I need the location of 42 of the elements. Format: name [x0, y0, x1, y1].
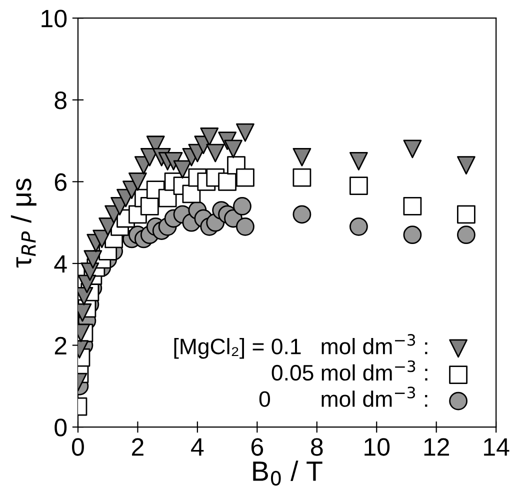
y-tick-label: 8 [54, 91, 66, 110]
y-tick-label: 4 [54, 255, 67, 273]
y-axis-title: τ$_{RP}$ / μs [10, 178, 36, 268]
legend-label: [MgCl₂] = 0.1 mol dm$^{−3}$ : [174, 334, 428, 359]
legend-label: 0 mol dm$^{−3}$ : [259, 386, 428, 407]
point [236, 168, 254, 187]
point [349, 217, 368, 236]
point [218, 172, 236, 191]
point [236, 123, 254, 142]
point [292, 148, 312, 166]
point [128, 172, 147, 191]
x-axis-title: B$_{0}$ / T [253, 460, 322, 486]
point [173, 160, 192, 179]
x-tick-label: 8 [311, 438, 323, 456]
x-tick-label: 10 [364, 438, 390, 456]
y-tick-label: 0 [54, 418, 67, 436]
x-tick-label: 14 [484, 438, 510, 456]
y-tick-label: 6 [54, 173, 66, 191]
x-tick-label: 12 [424, 438, 449, 456]
point [403, 226, 422, 244]
point [236, 217, 254, 236]
point [349, 152, 368, 170]
point [200, 128, 219, 146]
x-tick-label: 4 [191, 438, 204, 456]
x-tick-label: 0 [72, 438, 84, 456]
point [292, 205, 312, 224]
point [233, 197, 252, 216]
y-tick-label: 2 [54, 336, 66, 354]
point [403, 140, 422, 158]
point [349, 176, 368, 195]
x-tick-label: 2 [132, 438, 144, 456]
point [457, 226, 476, 244]
legend-label: 0.05 mol dm$^{−3}$ : [272, 360, 428, 381]
point [457, 156, 476, 175]
point [224, 140, 242, 158]
point [403, 197, 422, 216]
point [140, 197, 159, 216]
point [457, 205, 476, 224]
point [292, 168, 312, 187]
point [206, 144, 225, 162]
x-tick-label: 6 [251, 438, 264, 456]
y-tick-label: 10 [42, 10, 67, 28]
